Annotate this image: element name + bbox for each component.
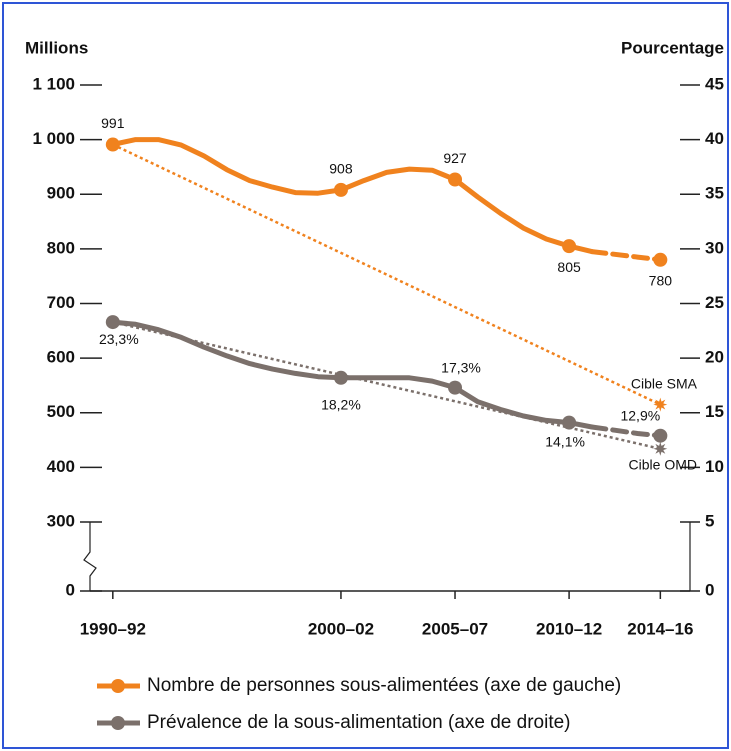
y2-tick-label: 30	[705, 238, 724, 257]
target-label: Cible OMD	[629, 457, 697, 473]
data-label: 18,2%	[321, 396, 361, 412]
x-tick-label: 2005–07	[422, 619, 488, 638]
x-tick-label: 2014–16	[627, 619, 693, 638]
y2-tick-label: 20	[705, 348, 724, 367]
y-tick-label: 600	[47, 348, 75, 367]
y2-tick-label: 10	[705, 457, 724, 476]
point-marker	[333, 370, 348, 385]
data-label: 908	[329, 161, 353, 177]
y2-axis-title: Pourcentage	[621, 38, 724, 57]
target-marker	[653, 397, 668, 412]
point-marker	[653, 428, 668, 443]
legend-label: Nombre de personnes sous-alimentées (axe…	[147, 675, 621, 696]
data-label: 12,9%	[620, 407, 660, 423]
target-label: Cible SMA	[631, 375, 698, 391]
y-tick-label: 1 000	[32, 129, 75, 148]
data-label: 927	[443, 150, 467, 166]
y-tick-label: 300	[47, 511, 75, 530]
y-tick-label: 1 100	[32, 74, 75, 93]
y-tick-label: 500	[47, 402, 75, 421]
series-line	[589, 249, 663, 263]
x-tick-label: 1990–92	[80, 619, 146, 638]
point-marker	[562, 239, 577, 254]
y-tick-label: 800	[47, 238, 75, 257]
y-axis-title: Millions	[25, 38, 88, 57]
legend-swatch	[111, 716, 125, 730]
data-label: 805	[557, 259, 581, 275]
point-marker	[562, 415, 577, 430]
y2-tick-label: 40	[705, 129, 724, 148]
legend-swatch	[111, 679, 125, 693]
y-tick-label: 0	[66, 580, 75, 599]
data-label: 17,3%	[441, 359, 481, 375]
data-label: 23,3%	[99, 331, 139, 347]
legend-label: Prévalence de la sous-alimentation (axe …	[147, 712, 571, 733]
point-marker	[105, 137, 120, 152]
point-marker	[448, 380, 463, 395]
data-label: 991	[101, 115, 125, 131]
point-marker	[105, 315, 120, 330]
target-marker	[653, 441, 668, 456]
y-tick-label: 900	[47, 184, 75, 203]
data-label: 780	[649, 273, 673, 289]
y2-tick-label: 0	[705, 580, 714, 599]
y-tick-label: 400	[47, 457, 75, 476]
y2-tick-label: 5	[705, 511, 714, 530]
x-tick-label: 2010–12	[536, 619, 602, 638]
series-line	[110, 319, 595, 430]
point-marker	[333, 182, 348, 197]
series-line	[110, 137, 595, 255]
x-tick-label: 2000–02	[308, 619, 374, 638]
target-line	[112, 143, 661, 406]
y2-tick-label: 45	[705, 74, 724, 93]
series-line	[589, 424, 663, 439]
y2-tick-label: 25	[705, 293, 724, 312]
axis-break	[83, 522, 97, 591]
point-marker	[448, 172, 463, 187]
point-marker	[653, 252, 668, 267]
y2-tick-label: 15	[705, 402, 724, 421]
y2-tick-label: 35	[705, 184, 724, 203]
y-tick-label: 700	[47, 293, 75, 312]
data-label: 14,1%	[545, 433, 585, 449]
